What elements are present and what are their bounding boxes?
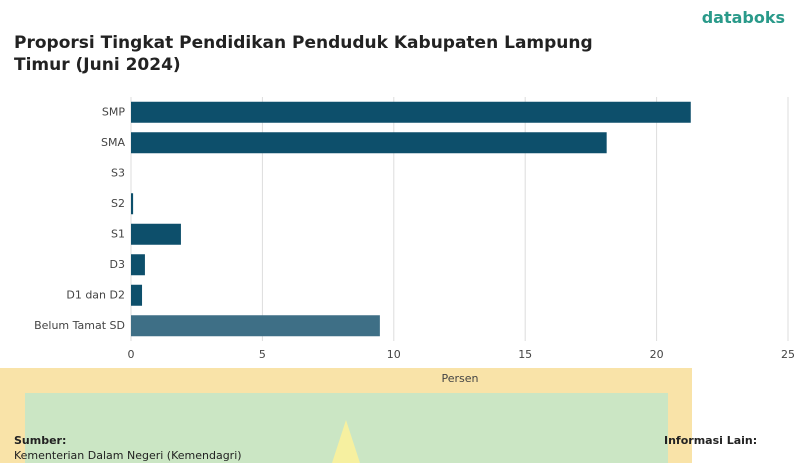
bar [131, 285, 142, 306]
y-tick-label: Belum Tamat SD [34, 319, 125, 332]
x-tick-label: 15 [518, 348, 532, 361]
chart: Sumber: Kementerian Dalam Negeri (Kemend… [0, 0, 797, 463]
bar [131, 132, 607, 153]
y-tick-label: SMP [102, 105, 125, 118]
x-axis-label: Persen [441, 372, 478, 385]
bar [131, 193, 133, 214]
x-tick-label: 5 [259, 348, 266, 361]
y-tick-label: S3 [111, 166, 125, 179]
x-tick-label: 20 [650, 348, 664, 361]
x-tick-label: 0 [128, 348, 135, 361]
bar [131, 224, 181, 245]
bar [131, 102, 691, 123]
info-label: Informasi Lain: [664, 434, 757, 447]
source-label: Sumber: [14, 434, 66, 447]
bar [131, 254, 145, 275]
y-tick-label: D1 dan D2 [66, 288, 125, 301]
x-tick-label: 10 [387, 348, 401, 361]
page: databoks Proporsi Tingkat Pendidikan Pen… [0, 0, 797, 463]
bar [131, 315, 380, 336]
y-tick-label: S2 [111, 197, 125, 210]
source-text: Kementerian Dalam Negeri (Kemendagri) [14, 449, 242, 462]
x-tick-label: 25 [781, 348, 795, 361]
y-tick-label: SMA [101, 136, 125, 149]
y-tick-label: D3 [110, 258, 125, 271]
y-tick-label: S1 [111, 227, 125, 240]
